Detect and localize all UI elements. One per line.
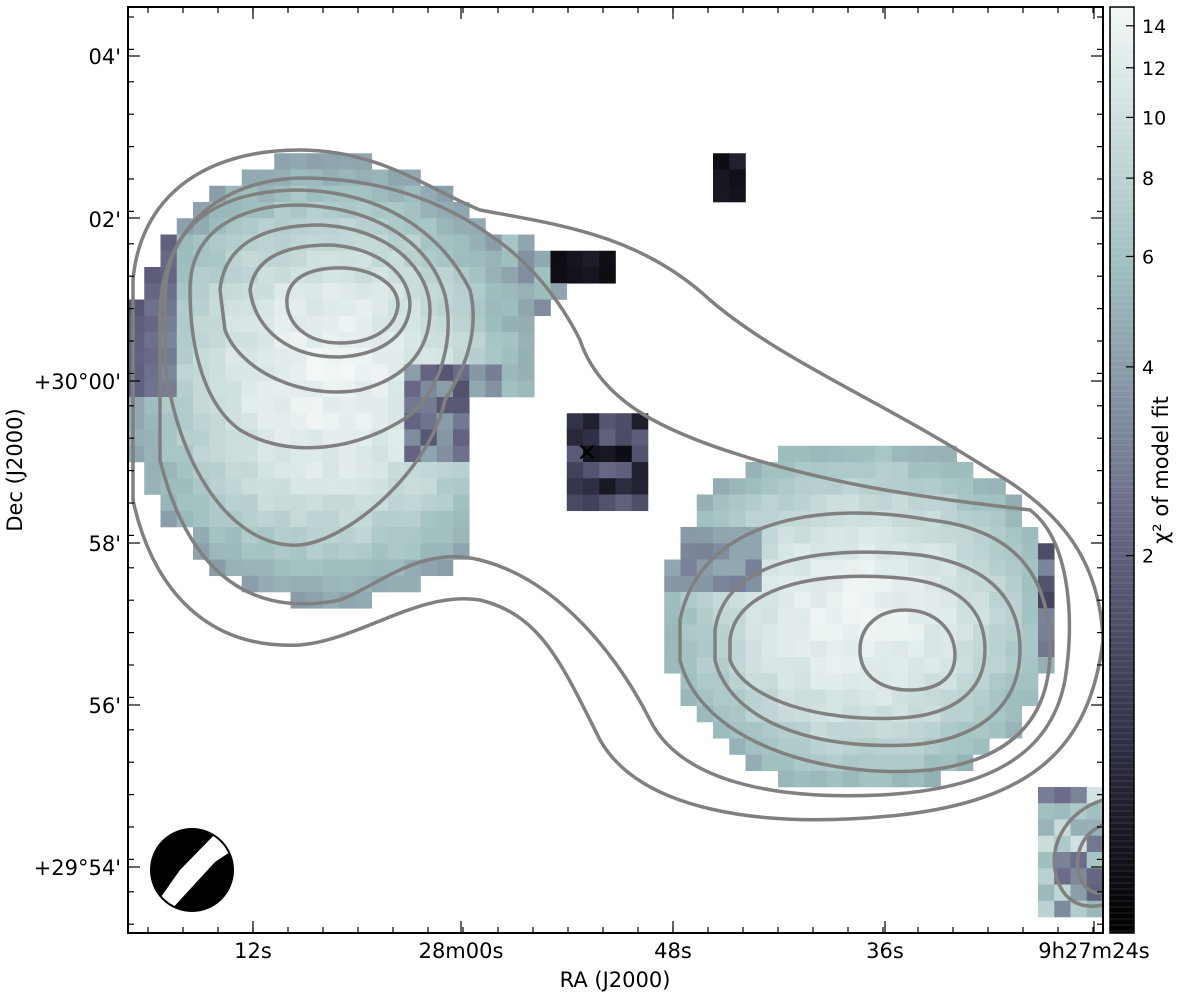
colorbar-tick-label: 12 — [1142, 58, 1166, 80]
chi-square-pixel-map — [128, 153, 1103, 918]
contour-5 — [218, 223, 432, 394]
x-tick-label: 48s — [654, 939, 692, 963]
colorbar-tick-label: 4 — [1142, 357, 1154, 379]
x-tick-label: 12s — [234, 939, 272, 963]
contour-7 — [285, 266, 400, 345]
x-axis-title: RA (J2000) — [560, 968, 671, 992]
colorbar-tick-label: 6 — [1142, 246, 1154, 268]
colorbar-ticks: 14 12 10 8 6 4 2 — [1126, 16, 1166, 568]
colorbar-title: χ² of model fit — [1149, 396, 1173, 544]
contour-12 — [1052, 798, 1103, 908]
colorbar-frame — [1109, 6, 1135, 934]
colorbar-tick-label: 10 — [1142, 107, 1166, 129]
y-tick-label: 56' — [89, 694, 122, 718]
colorbar-tick-label: 8 — [1142, 168, 1154, 190]
colorbar-tick-label: 14 — [1142, 16, 1166, 38]
contour-3 — [163, 188, 475, 547]
y-tick-label: 02' — [89, 208, 122, 232]
contour-4 — [188, 203, 450, 450]
y-tick-label: 58' — [89, 532, 122, 556]
contour-10 — [728, 574, 987, 721]
x-tick-labels: 12s 28m00s 48s 36s 9h27m24s — [234, 939, 1150, 963]
colorbar-minor-ticks — [1110, 12, 1134, 932]
x-tick-label: 28m00s — [419, 939, 504, 963]
x-tick-label: 36s — [866, 939, 904, 963]
y-tick-label: +30°00' — [34, 370, 121, 394]
contour-6 — [248, 243, 412, 359]
beam-ellipse — [150, 828, 234, 912]
y-axis-title: Dec (J2000) — [3, 408, 27, 531]
minor-ticks — [128, 7, 1103, 933]
y-tick-label: 04' — [89, 45, 122, 69]
y-tick-labels: 04' 02' +30°00' 58' 56' +29°54' — [34, 45, 121, 880]
y-tick-label: +29°54' — [34, 856, 121, 880]
contour-11 — [858, 608, 957, 692]
colorbar-gradient — [1110, 7, 1134, 933]
colorbar: 14 12 10 8 6 4 2 χ² of model fit — [1109, 6, 1173, 934]
x-tick-label: 9h27m24s — [1038, 939, 1150, 963]
contour-2 — [158, 176, 1072, 798]
source-position-marker: × — [576, 437, 598, 467]
contour-8 — [678, 511, 1052, 774]
contour-13 — [1075, 823, 1103, 895]
colorbar-tick-label: 2 — [1142, 546, 1154, 568]
contour-9 — [713, 550, 1022, 748]
